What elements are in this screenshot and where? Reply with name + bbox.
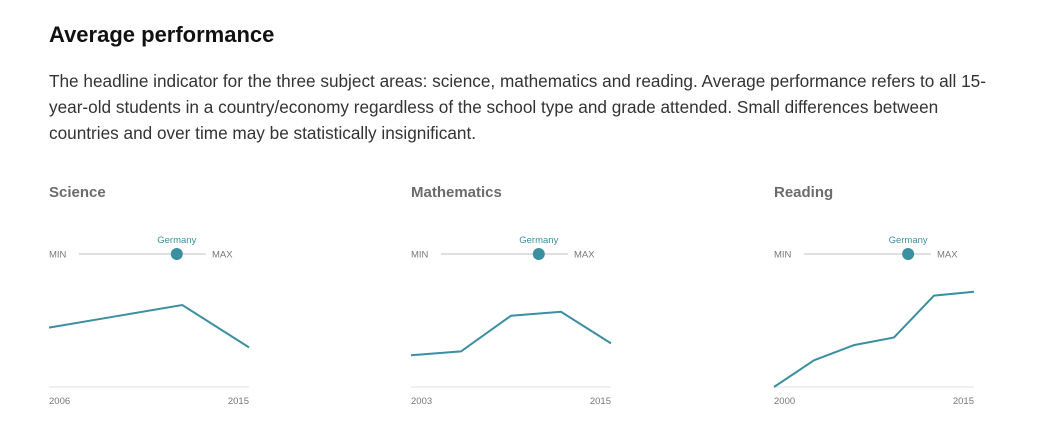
- mathematics-chart: Mathematics MIN MAX Germany 2003 2015: [410, 180, 616, 420]
- x-tick-label: 2006: [49, 396, 70, 407]
- series-line: [773, 290, 975, 388]
- page-title: Average performance: [49, 22, 275, 47]
- reading-chart-svg: MIN MAX Germany 2000 2015: [773, 235, 975, 407]
- slider-max-label: MAX: [937, 250, 958, 261]
- reading-chart: Reading MIN MAX Germany 2000 2015: [773, 180, 979, 420]
- x-tick-label: 2015: [953, 396, 974, 407]
- slider-max-label: MAX: [212, 250, 233, 261]
- slider-country-dot: [902, 248, 915, 260]
- slider-country-label: Germany: [519, 235, 558, 246]
- slider-min-label: MIN: [49, 250, 67, 261]
- mathematics-chart-svg: MIN MAX Germany 2003 2015: [410, 235, 612, 407]
- series-line: [48, 303, 250, 349]
- science-chart-svg: MIN MAX Germany 2006 2015: [48, 235, 250, 407]
- x-tick-label: 2015: [590, 396, 611, 407]
- chart-title: Reading: [774, 184, 834, 201]
- slider-country-dot: [170, 248, 183, 260]
- slider-min-label: MIN: [411, 250, 429, 261]
- slider-min-label: MIN: [774, 250, 792, 261]
- slider-max-label: MAX: [574, 250, 595, 261]
- x-tick-label: 2015: [228, 396, 249, 407]
- x-tick-label: 2000: [774, 396, 795, 407]
- slider-country-label: Germany: [889, 235, 928, 246]
- series-line: [410, 310, 612, 357]
- science-chart: Science MIN MAX Germany 2006 2015: [48, 180, 254, 420]
- chart-title: Mathematics: [411, 184, 502, 201]
- slider-country-label: Germany: [157, 235, 196, 246]
- x-tick-label: 2003: [411, 396, 432, 407]
- chart-title: Science: [49, 184, 106, 201]
- slider-country-dot: [532, 248, 545, 260]
- page-description: The headline indicator for the three sub…: [49, 71, 986, 143]
